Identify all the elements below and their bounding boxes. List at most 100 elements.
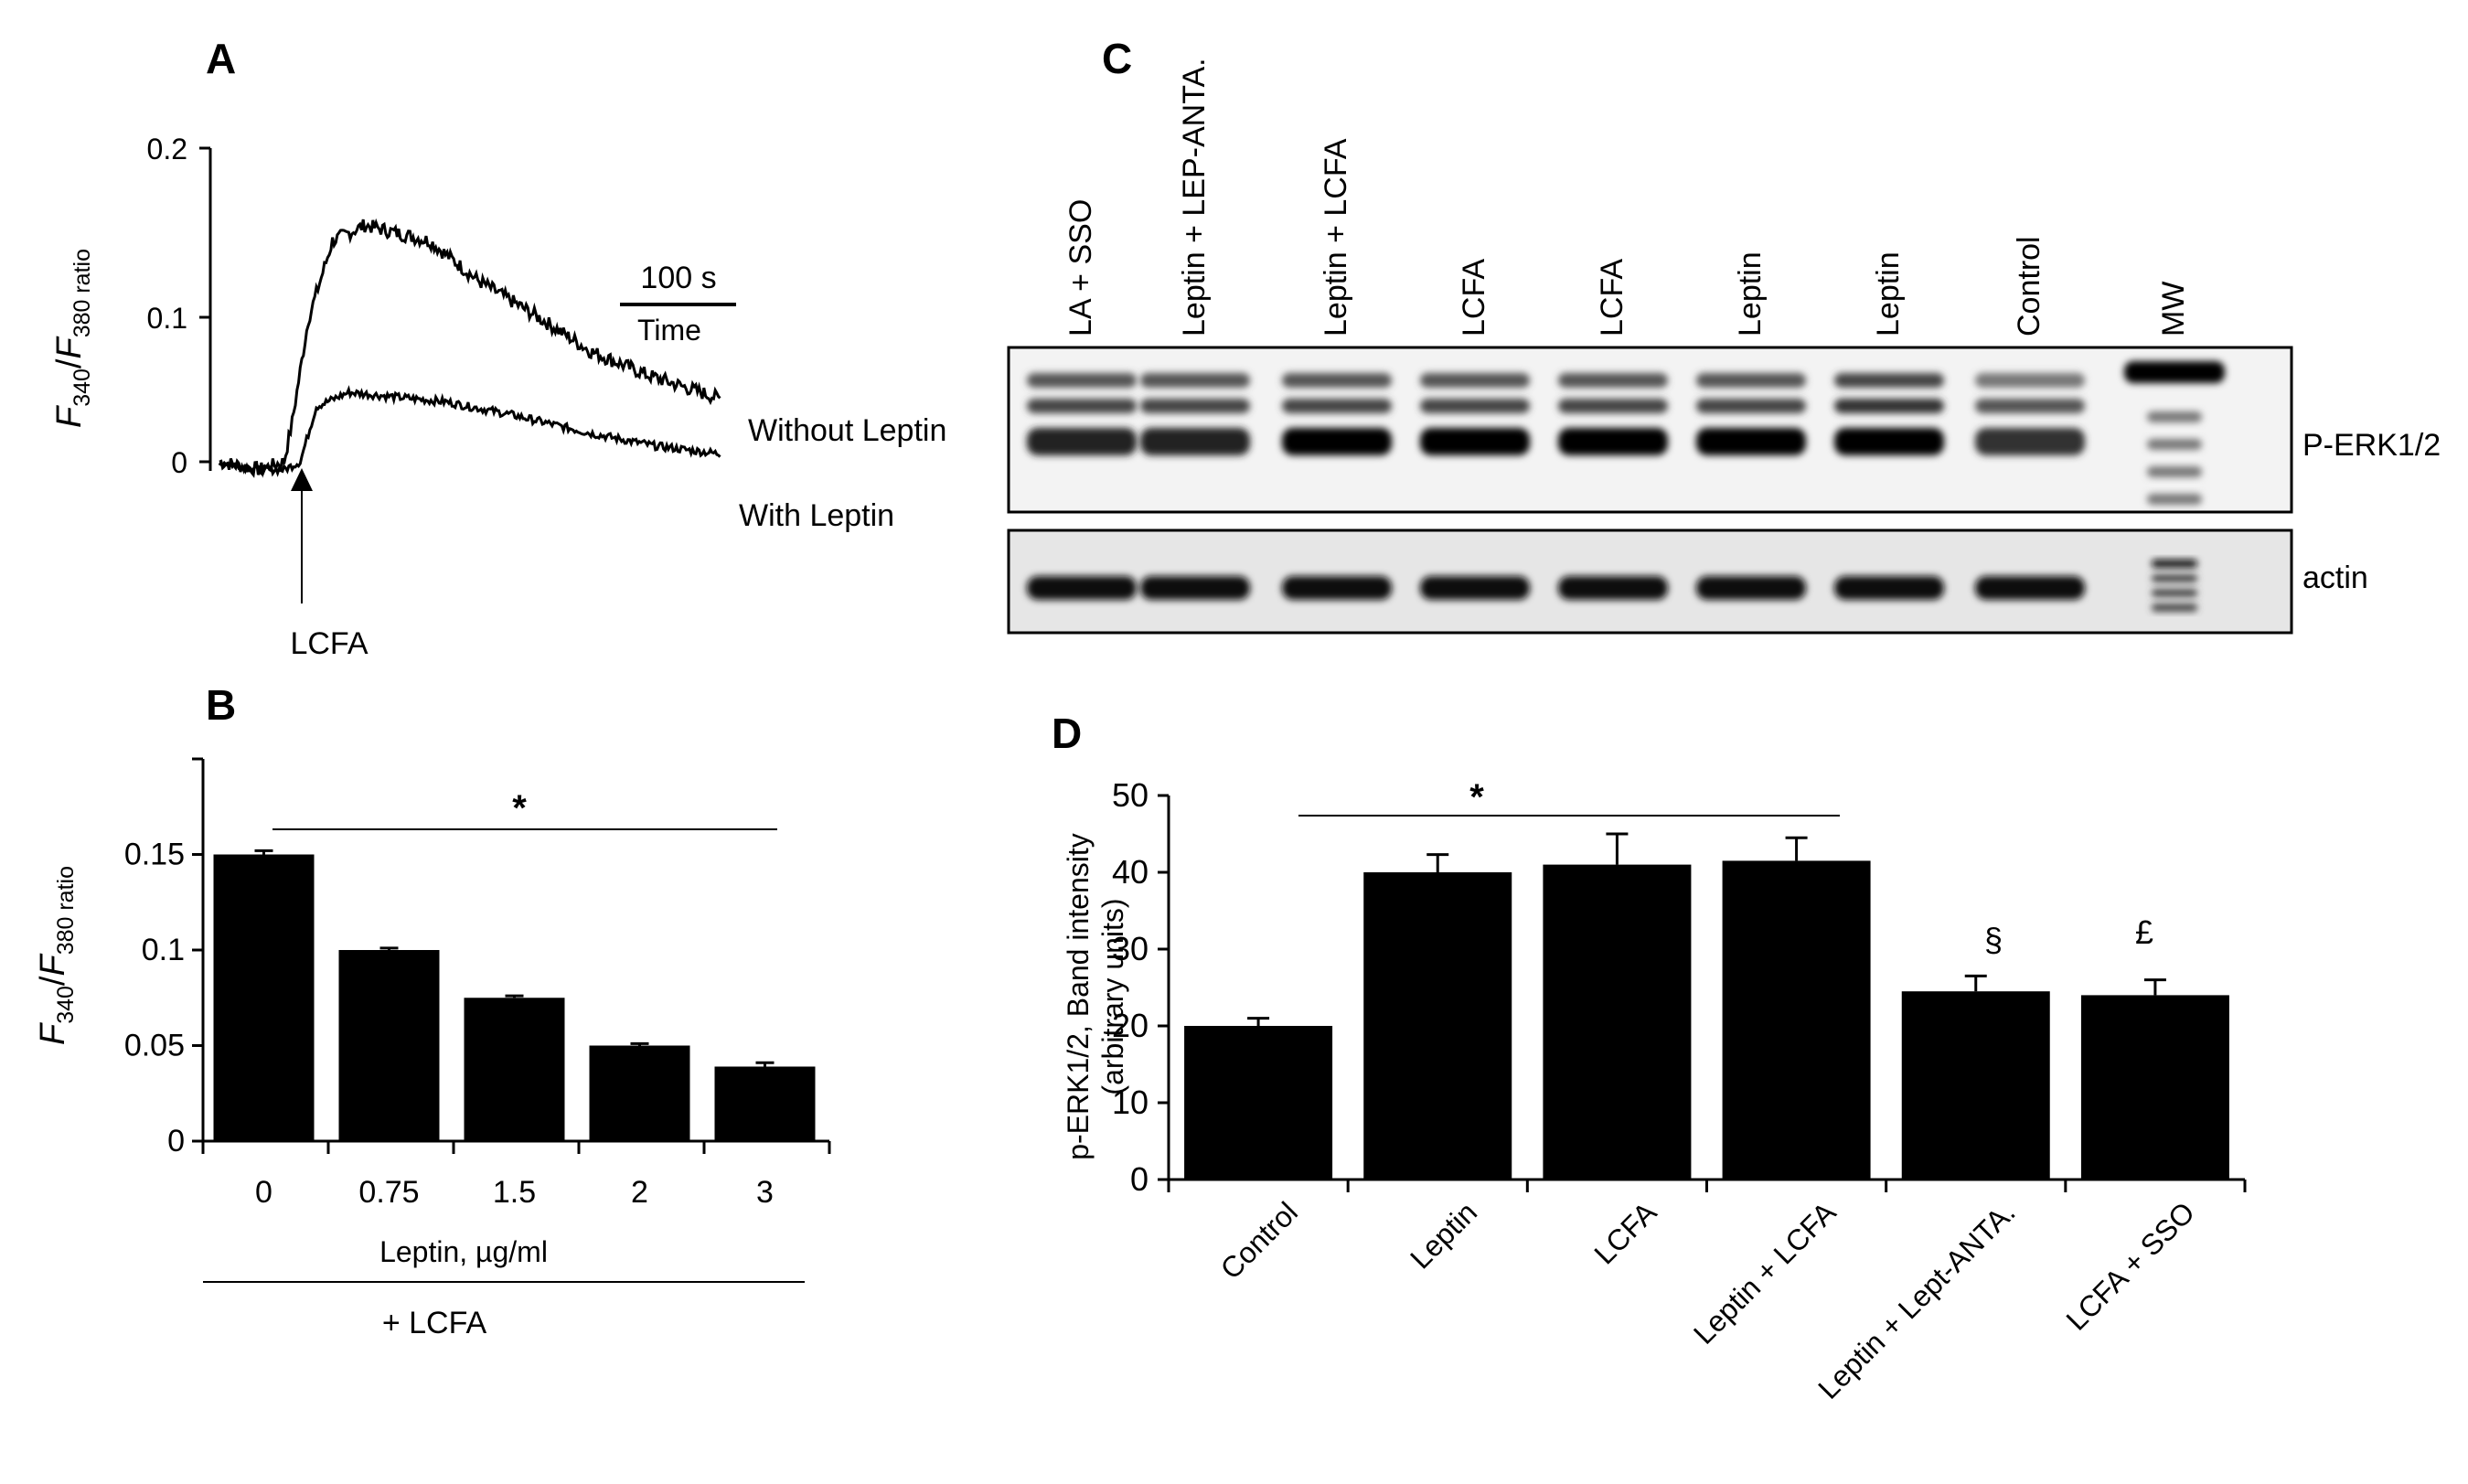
lane-label: Leptin + LEP-ANTA. — [1177, 58, 1212, 336]
panel-b-xtick-label: 3 — [756, 1175, 774, 1210]
panel-a-ytick-label: 0.1 — [147, 302, 187, 335]
lane-label: Control — [2012, 236, 2046, 336]
panel-d-plot: 0 10 20 30 40 50 Control Leptin LCFA Leptin + LCF… — [1112, 776, 2247, 1405]
panel-a-ytick-label: 0 — [171, 446, 187, 479]
panel-d-bar — [1722, 860, 1871, 1180]
trace-without-leptin — [219, 218, 721, 478]
panel-d-xtick-label: Leptin + Lept-ANTA. — [1811, 1195, 2021, 1404]
lane-labels: LA + SSO Leptin + LEP-ANTA. Leptin + LCFA L… — [1063, 58, 2191, 336]
panel-b-bar — [589, 1045, 690, 1141]
panel-b-ytick-label: 0.1 — [142, 933, 185, 967]
panel-d-xtick-label: LCFA — [1587, 1195, 1663, 1271]
panel-a-y-axis: 0.2 0.1 0 — [147, 133, 212, 479]
blot-label-actin: actin — [2302, 561, 2368, 595]
lane-label: LCFA — [1457, 259, 1491, 336]
panel-a-y-axis-label: F340/F380 ratio — [50, 249, 95, 428]
panel-d-bar — [1901, 991, 2050, 1180]
panel-b-significance-star: * — [512, 788, 527, 828]
actin-band — [1696, 576, 1806, 600]
trace-label-without-leptin: Without Leptin — [748, 413, 946, 448]
p-erk-band-lower — [1696, 428, 1806, 455]
scale-bar: 100 s Time — [620, 261, 736, 347]
p-erk-band-upper — [1282, 373, 1392, 388]
panel-d-label: D — [1052, 710, 1082, 757]
panel-d-bar — [2080, 995, 2229, 1180]
lane-label: Leptin — [1871, 251, 1906, 336]
p-erk-band-middle — [1140, 399, 1250, 413]
panel-d-ytick-label: 40 — [1112, 853, 1149, 891]
lane-label: Leptin — [1733, 251, 1768, 336]
panel-d-bar — [1363, 872, 1512, 1180]
actin-band — [1420, 576, 1530, 600]
lane-label: LA + SSO — [1063, 199, 1098, 336]
lane-label: MW — [2156, 282, 2191, 336]
trace-label-with-leptin: With Leptin — [739, 498, 894, 533]
mw-marker-band — [2152, 560, 2197, 568]
blot-label-p-erk: P-ERK1/2 — [2302, 428, 2441, 463]
panel-c: C LA + SSO Leptin + LEP-ANTA. Leptin + LCF… — [1007, 35, 2441, 635]
time-label: Time — [637, 314, 701, 347]
panel-b-plot: 0 0.05 0.1 0.15 0 0.75 1.5 2 3 — [124, 757, 831, 1210]
p-erk-band-middle — [1420, 399, 1530, 413]
mw-marker-band — [2152, 589, 2197, 597]
panel-b-xtick-label: 2 — [631, 1175, 648, 1210]
panel-b-x-axis-label: Leptin, µg/ml — [379, 1235, 548, 1268]
p-erk-band-upper — [1975, 373, 2085, 388]
panel-d-marker-section: § — [1984, 921, 2003, 958]
blot-actin: actin — [1007, 528, 2368, 635]
p-erk-band-lower — [1140, 428, 1250, 455]
actin-band — [1975, 576, 2085, 600]
p-erk-band-lower — [1834, 428, 1944, 455]
p-erk-band-middle — [1834, 399, 1944, 413]
p-erk-band-lower — [1420, 428, 1530, 455]
p-erk-band-middle — [1975, 399, 2085, 413]
trace-with-leptin — [218, 385, 721, 477]
panel-d-xtick-label: Leptin — [1404, 1195, 1483, 1275]
mw-marker-band — [2147, 494, 2202, 505]
panel-b-y-axis-label: F340/F380 ratio — [34, 866, 79, 1045]
panel-b-bar — [464, 998, 565, 1141]
actin-band — [1834, 576, 1944, 600]
panel-d-ytick-label: 20 — [1112, 1007, 1149, 1044]
mw-marker-band — [2124, 361, 2225, 383]
p-erk-band-upper — [1834, 373, 1944, 388]
actin-bands — [1027, 560, 2197, 612]
panel-d-y-axis-label-line2: (arbitrary units) — [1096, 898, 1129, 1094]
actin-band — [1027, 576, 1137, 600]
panel-b-group-label: + LCFA — [382, 1306, 487, 1340]
p-erk-band-upper — [1696, 373, 1806, 388]
panel-b-bar — [714, 1066, 816, 1141]
panel-d-marker-pound: £ — [2135, 913, 2153, 951]
scale-bar-label: 100 s — [640, 261, 716, 295]
panel-b-bar — [338, 950, 440, 1141]
panel-d-xtick-label: Control — [1214, 1195, 1304, 1285]
p-erk-band-lower — [1027, 428, 1137, 455]
mw-marker-band — [2147, 466, 2202, 477]
panel-d-xtick-label: LCFA + SSO — [2059, 1195, 2200, 1336]
p-erk-bands — [1027, 361, 2225, 505]
panel-c-label: C — [1102, 35, 1132, 82]
mw-marker-band — [2147, 411, 2202, 422]
panel-d-ytick-label: 10 — [1112, 1084, 1149, 1121]
mw-marker-band — [2152, 574, 2197, 582]
p-erk-band-middle — [1282, 399, 1392, 413]
panel-d-significance-star: * — [1469, 777, 1484, 817]
p-erk-band-middle — [1558, 399, 1668, 413]
panel-d: D p-ERK1/2, Band intensity (arbitrary un… — [1052, 710, 2247, 1405]
panel-a-ytick-label: 0.2 — [147, 133, 187, 165]
panel-d-bar — [1184, 1026, 1333, 1180]
lane-label: LCFA — [1595, 259, 1629, 336]
lcfa-arrow: LCFA — [290, 468, 369, 661]
lcfa-arrow-label: LCFA — [290, 626, 368, 661]
actin-band — [1558, 576, 1668, 600]
panel-d-ytick-label: 30 — [1112, 930, 1149, 967]
panel-d-xtick-label: Leptin + LCFA — [1687, 1195, 1843, 1351]
blot-p-erk: P-ERK1/2 — [1007, 346, 2441, 514]
panel-d-y-axis-label-line1: p-ERK1/2, Band intensity — [1062, 833, 1095, 1160]
mw-marker-band — [2147, 439, 2202, 450]
panel-b-xtick-label: 0.75 — [358, 1175, 419, 1210]
panel-b-xtick-label: 0 — [255, 1175, 272, 1210]
p-erk-band-lower — [1558, 428, 1668, 455]
panel-b-bar — [213, 854, 315, 1141]
